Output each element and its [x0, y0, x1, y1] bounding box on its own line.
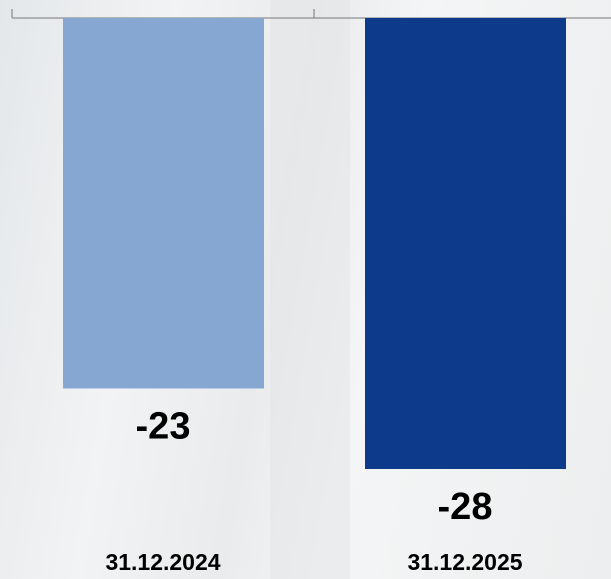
value-label: -23 — [136, 405, 191, 447]
background-shape — [270, 0, 350, 579]
bar — [63, 18, 264, 389]
x-tick-label: 31.12.2025 — [407, 549, 522, 575]
x-tick-label: 31.12.2024 — [105, 549, 220, 575]
bar — [365, 18, 566, 469]
value-label: -28 — [438, 486, 493, 528]
